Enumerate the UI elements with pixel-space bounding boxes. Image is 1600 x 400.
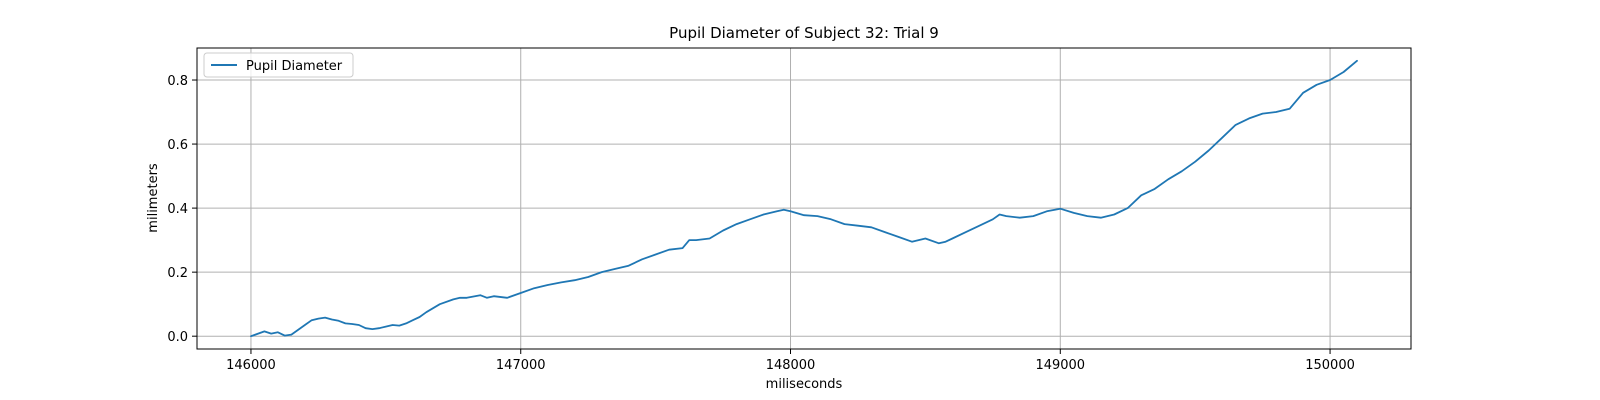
x-tick-label: 146000 bbox=[226, 358, 276, 373]
x-tick-label: 150000 bbox=[1305, 358, 1355, 373]
y-tick-label: 0.6 bbox=[167, 138, 188, 153]
y-axis-label: milimeters bbox=[146, 163, 161, 233]
legend: Pupil Diameter bbox=[203, 52, 354, 78]
x-tick-label: 147000 bbox=[496, 358, 546, 373]
x-tick-label: 148000 bbox=[766, 358, 816, 373]
chart-title: Pupil Diameter of Subject 32: Trial 9 bbox=[669, 24, 939, 42]
y-tick-label: 0.2 bbox=[167, 266, 188, 281]
y-tick-label: 0.8 bbox=[167, 74, 188, 89]
series-layer bbox=[250, 59, 1358, 338]
grid-layer bbox=[197, 48, 1411, 349]
tick-layer: 146000 147000 148000 149000 150000 0.0 0.2 0.4 0… bbox=[167, 74, 1355, 373]
legend-label: Pupil Diameter bbox=[246, 59, 343, 74]
x-axis-label: miliseconds bbox=[766, 377, 843, 392]
x-tick-label: 149000 bbox=[1035, 358, 1085, 373]
plot-frame bbox=[196, 47, 1412, 350]
series-line-pupil-diameter bbox=[250, 59, 1358, 338]
y-tick-label: 0.0 bbox=[167, 330, 188, 345]
y-tick-label: 0.4 bbox=[167, 202, 188, 217]
legend-box bbox=[203, 52, 354, 78]
